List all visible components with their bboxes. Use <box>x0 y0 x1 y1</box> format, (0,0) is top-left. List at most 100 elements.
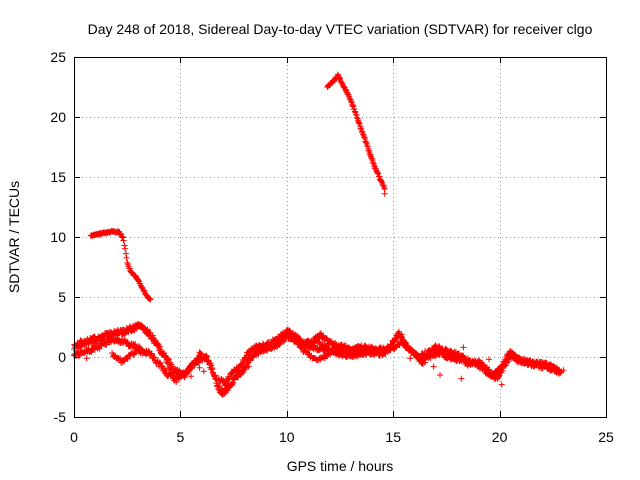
data-point <box>437 372 444 378</box>
data-point <box>130 351 137 358</box>
data-point <box>148 351 155 358</box>
data-point <box>133 326 140 333</box>
data-point <box>371 351 378 358</box>
data-point <box>224 387 231 394</box>
data-point <box>560 367 567 374</box>
data-point <box>156 359 163 366</box>
data-point <box>334 71 341 78</box>
data-point <box>348 98 355 105</box>
data-point <box>398 331 405 338</box>
data-point <box>240 359 247 366</box>
data-point <box>372 165 379 172</box>
data-point <box>146 295 153 302</box>
data-point <box>143 350 150 357</box>
data-point <box>196 349 203 356</box>
data-point <box>374 169 381 176</box>
data-point <box>208 366 215 373</box>
data-point <box>520 356 527 363</box>
data-point <box>245 363 252 370</box>
x-axis-label: GPS time / hours <box>287 458 394 474</box>
x-tick-label: 20 <box>492 429 508 445</box>
data-point <box>144 326 151 333</box>
data-point <box>551 364 558 371</box>
data-point <box>212 375 219 382</box>
data-point <box>200 368 207 375</box>
plot-frame <box>74 57 607 418</box>
data-point <box>166 366 173 372</box>
data-point <box>458 375 465 382</box>
data-point <box>136 343 143 350</box>
data-point <box>77 337 84 344</box>
data-points <box>70 71 567 398</box>
data-point <box>156 343 163 350</box>
y-tick-label: 5 <box>58 289 66 305</box>
data-point <box>456 356 463 363</box>
grid <box>74 57 606 417</box>
data-point <box>422 348 429 354</box>
data-point <box>367 152 374 159</box>
data-point <box>221 382 228 389</box>
data-point <box>126 265 133 272</box>
data-point <box>498 381 505 388</box>
data-point <box>119 234 126 241</box>
data-point <box>350 103 357 110</box>
data-point <box>407 355 414 362</box>
data-point <box>460 344 467 351</box>
data-point <box>499 367 506 374</box>
data-point <box>356 120 363 127</box>
y-tick-labels: -5 0 5 10 15 20 25 <box>50 49 66 425</box>
data-point <box>122 245 129 252</box>
data-point <box>322 355 329 362</box>
data-point <box>485 356 492 363</box>
chart-title: Day 248 of 2018, Sidereal Day-to-day VTE… <box>88 21 593 37</box>
data-point <box>203 353 210 360</box>
data-point <box>298 344 305 351</box>
data-point <box>220 378 227 385</box>
data-point <box>183 370 190 377</box>
data-point <box>147 296 154 303</box>
data-point <box>158 362 165 369</box>
data-point <box>166 369 173 376</box>
y-tick-label: 15 <box>50 169 66 185</box>
data-point <box>423 351 430 358</box>
data-point <box>361 134 368 141</box>
data-point <box>242 355 249 362</box>
x-tick-label: 25 <box>598 429 614 445</box>
y-tick-label: 10 <box>50 229 66 245</box>
y-tick-label: -5 <box>54 409 67 425</box>
data-point <box>196 364 203 371</box>
data-point <box>557 369 564 376</box>
data-point <box>505 358 512 365</box>
data-point <box>355 342 362 349</box>
data-point <box>120 237 127 244</box>
data-point <box>165 356 172 363</box>
data-point <box>142 291 149 298</box>
data-point <box>123 254 130 261</box>
x-tick-labels: 0 5 10 15 20 25 <box>70 429 614 445</box>
data-point <box>223 379 230 386</box>
data-point <box>269 341 276 348</box>
y-tick-label: 0 <box>58 349 66 365</box>
data-point <box>135 277 142 284</box>
data-point <box>96 345 103 352</box>
data-point <box>158 350 165 357</box>
data-point <box>302 348 309 355</box>
data-point <box>507 354 514 361</box>
data-point <box>381 190 388 197</box>
data-point <box>188 373 195 380</box>
data-point <box>365 147 372 154</box>
data-point <box>124 339 131 346</box>
data-point <box>182 371 189 378</box>
data-point <box>430 363 437 370</box>
data-point <box>442 345 449 352</box>
data-point <box>83 355 90 362</box>
data-point <box>378 178 385 185</box>
data-point <box>368 155 375 162</box>
y-axis-label: SDTVAR / TECUs <box>6 181 22 293</box>
x-tick-label: 10 <box>279 429 295 445</box>
data-point <box>459 352 466 359</box>
data-point <box>226 375 233 382</box>
x-tick-label: 0 <box>70 429 78 445</box>
